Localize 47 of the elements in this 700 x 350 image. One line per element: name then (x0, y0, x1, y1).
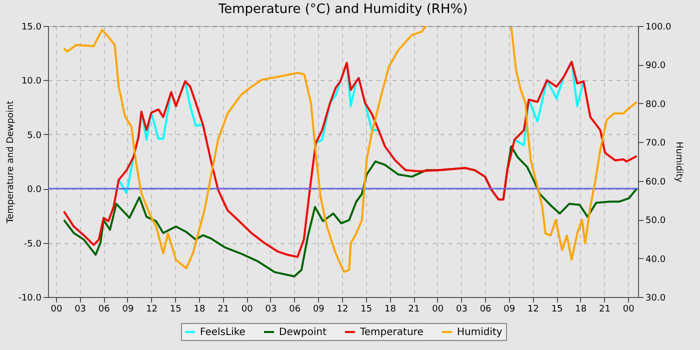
x-tick-label: 15 (170, 304, 182, 314)
x-tick-label: 00 (622, 304, 635, 314)
chart-title: Temperature (°C) and Humidity (RH%) (217, 2, 468, 17)
x-tick-label: 21 (599, 304, 610, 314)
x-tick-label: 09 (504, 304, 516, 314)
y-tick-label: 0.0 (27, 185, 42, 196)
x-tick-label: 06 (98, 304, 110, 314)
legend-label: Dewpoint (279, 327, 327, 338)
x-tick-label: 21 (218, 304, 230, 314)
y-tick-label: -10.0 (18, 294, 42, 304)
y-tick-label: 10.0 (21, 76, 42, 87)
y2-tick-label: 80.0 (646, 100, 666, 110)
y-tick-label: 5.0 (27, 130, 42, 141)
y2-tick-label: 30.0 (646, 294, 666, 304)
x-tick-label: 12 (336, 304, 348, 314)
x-tick-label: 03 (265, 304, 277, 314)
y2-axis-title: Humidity (673, 142, 684, 184)
y2-tick-label: 70.0 (646, 138, 666, 149)
x-tick-label: 00 (432, 304, 444, 314)
x-tick-label: 18 (194, 304, 206, 314)
y2-tick-label: 60.0 (646, 177, 666, 188)
x-tick-label: 00 (50, 304, 62, 314)
x-tick-label: 00 (241, 304, 254, 314)
line-series (62, 60, 638, 258)
x-tick-label: 15 (360, 304, 372, 314)
x-tick-label: 12 (146, 304, 158, 314)
legend-label: Humidity (457, 327, 502, 338)
x-tick-label: 06 (289, 304, 301, 314)
legend-label: Temperature (359, 327, 424, 338)
x-tick-label: 09 (312, 304, 325, 314)
x-tick-label: 15 (551, 304, 563, 314)
y2-tick-label: 100.0 (646, 22, 672, 32)
y2-tick-label: 50.0 (646, 216, 666, 226)
x-tick-label: 21 (408, 304, 420, 314)
x-tick-label: 18 (384, 304, 396, 314)
x-tick-label: 03 (456, 304, 468, 314)
x-tick-label: 03 (74, 304, 86, 314)
y-axis-title: Temperature and Dewpoint (6, 100, 16, 224)
y2-tick-label: 90.0 (646, 61, 666, 72)
y-tick-label: -5.0 (24, 239, 42, 250)
y-tick-label: 15.0 (21, 22, 42, 32)
x-tick-label: 06 (480, 304, 492, 314)
x-tick-label: 12 (527, 304, 539, 314)
x-tick-label: 18 (575, 304, 587, 314)
x-tick-label: 09 (122, 304, 134, 314)
legend-label: FeelsLike (200, 327, 246, 338)
y2-tick-label: 40.0 (646, 254, 666, 265)
